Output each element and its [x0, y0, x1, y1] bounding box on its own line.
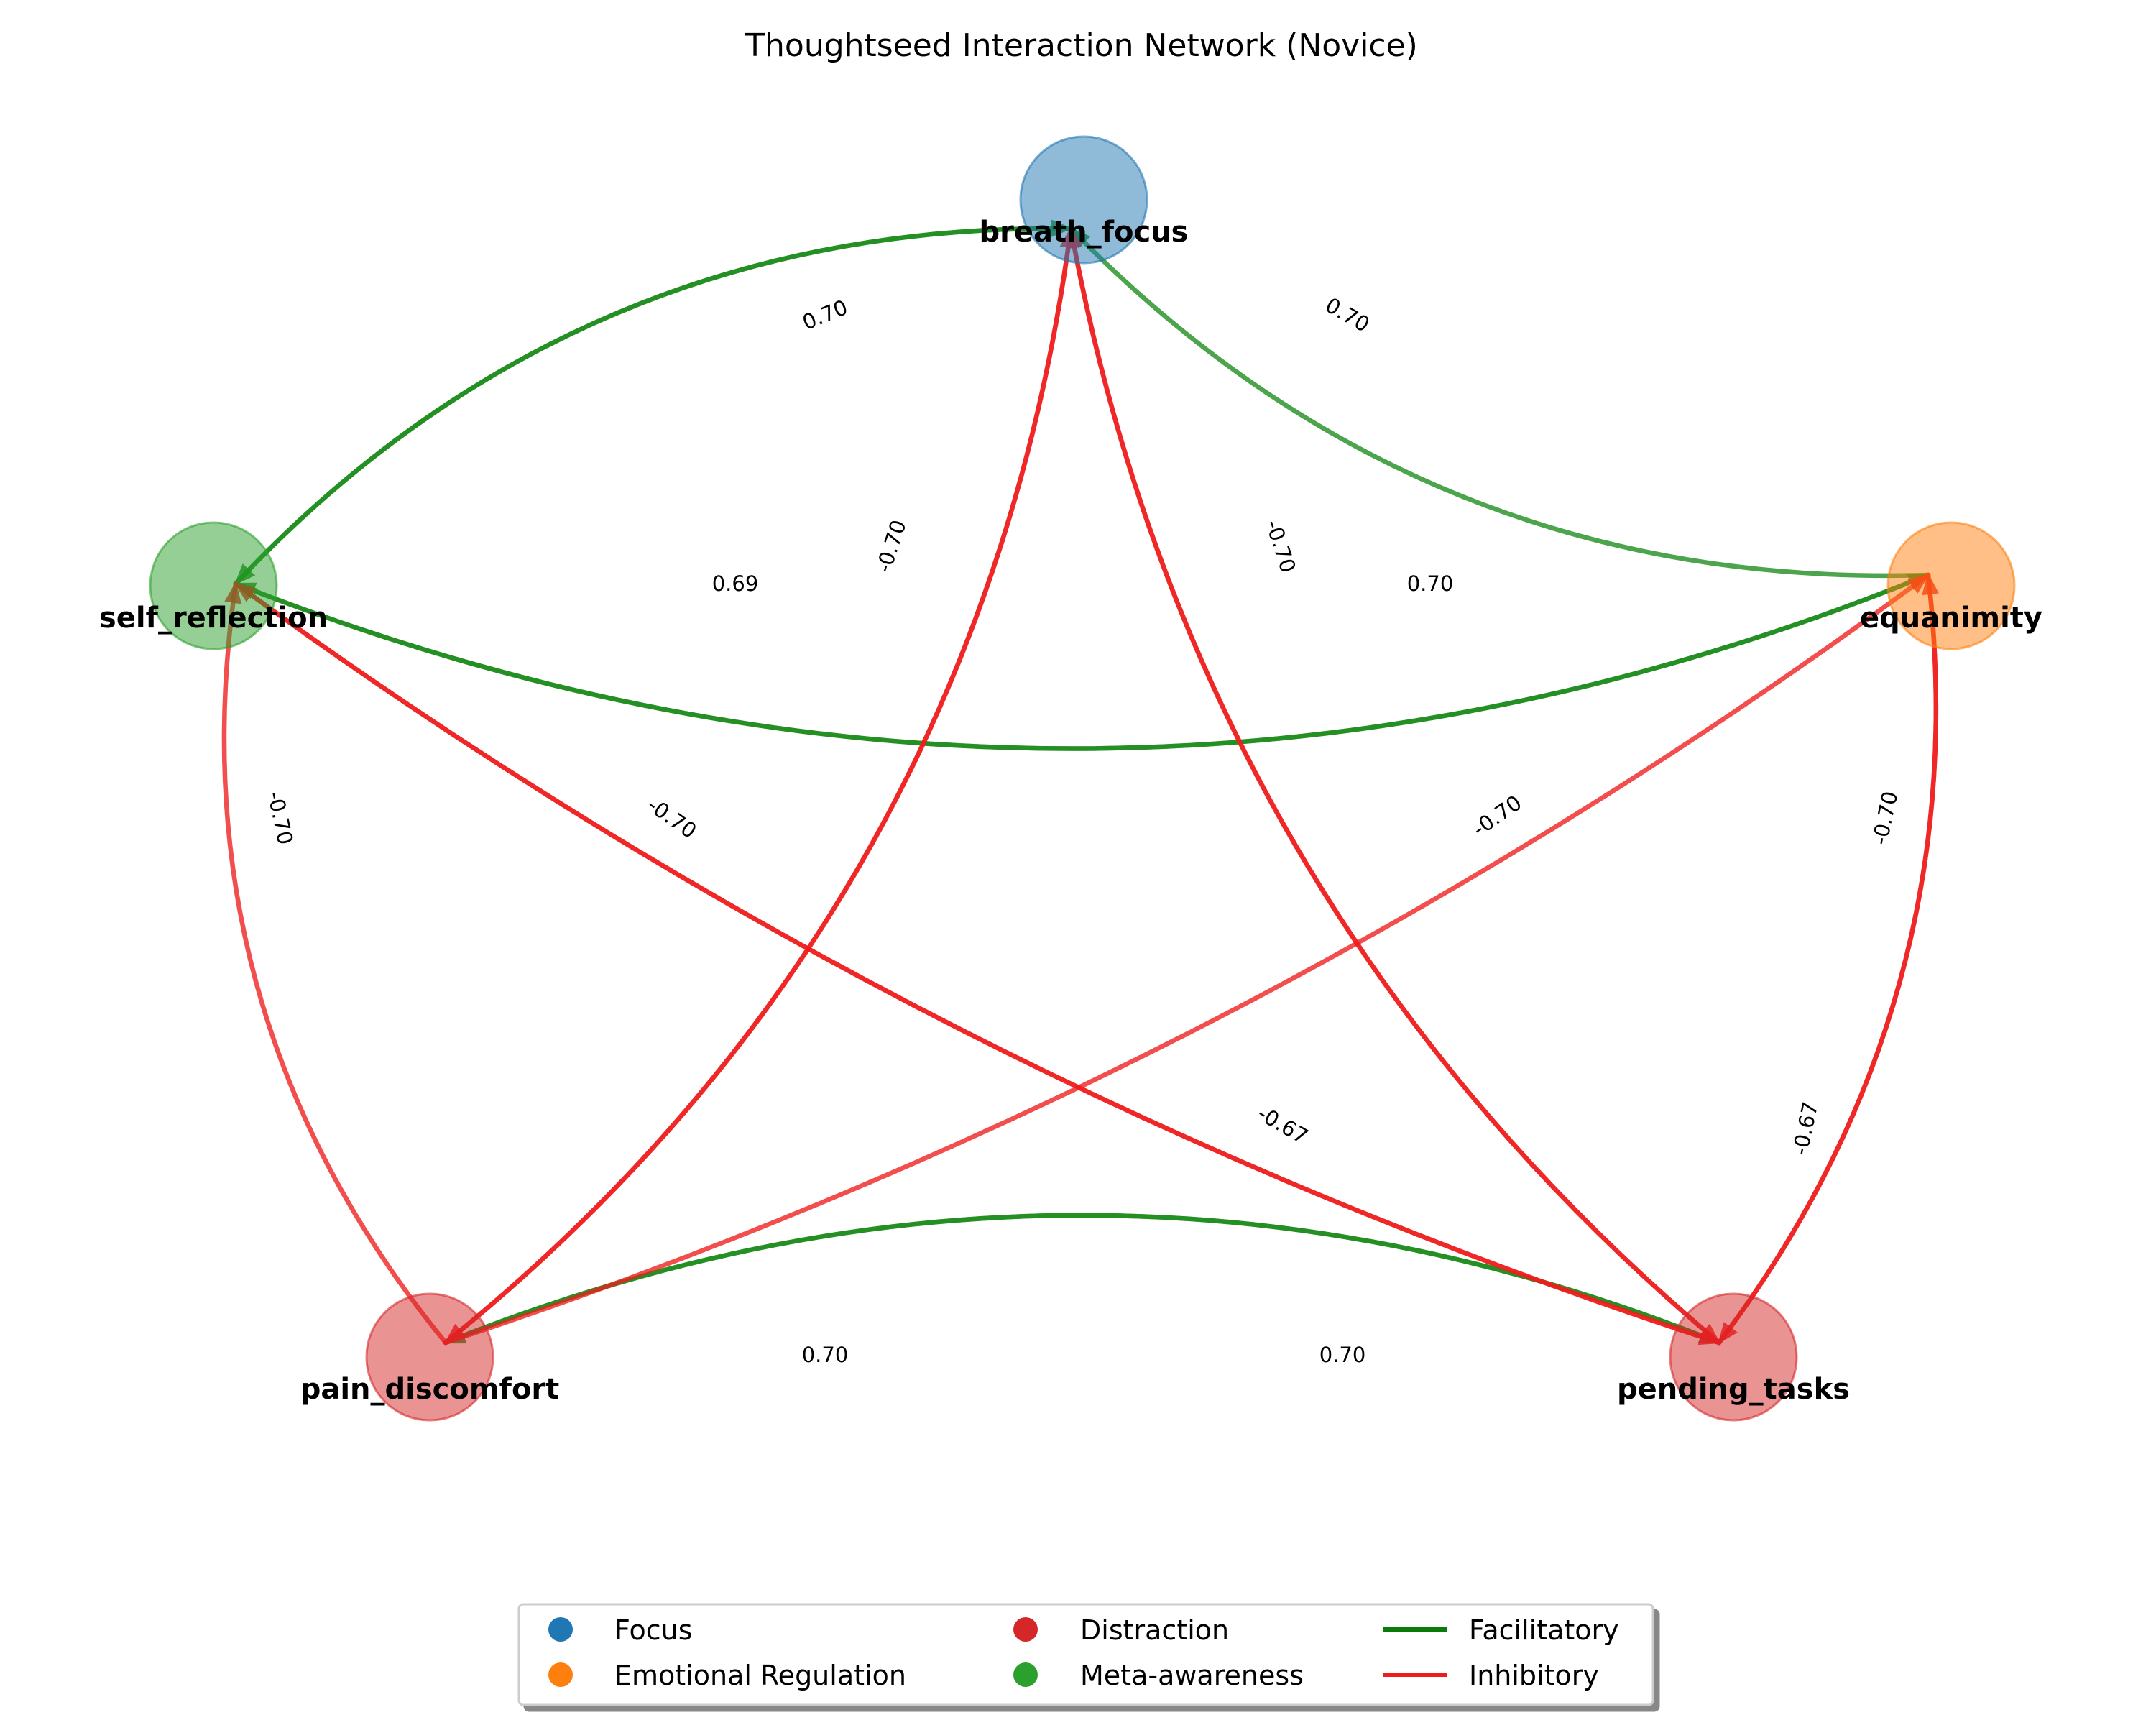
node-label-breath-focus: breath_focus: [980, 216, 1189, 249]
edge-weight-label-equanimity-to-breath_focus: 0.70: [1322, 293, 1374, 337]
legend-emotional-regulation-marker: [548, 1662, 573, 1687]
legend-focus-marker: [548, 1617, 573, 1642]
edge-breath_focus-to-pain_discomfort: [443, 226, 1074, 1346]
edge-weight-label-pain_discomfort-to-breath_focus: -0.70: [871, 517, 911, 576]
legend-meta-awareness-marker: [1013, 1662, 1038, 1687]
edge-weight-label-self_reflection-to-breath_focus: 0.70: [799, 295, 852, 335]
node-label-self-reflection: self_reflection: [99, 602, 328, 635]
legend-item-distraction: Distraction: [1013, 1614, 1229, 1646]
edge-weight-label-pending_tasks-to-breath_focus: -0.70: [1261, 517, 1301, 576]
legend-item-focus: Focus: [548, 1614, 693, 1646]
edge-breath_focus-to-self_reflection: [233, 226, 1074, 586]
edge-weight-label-equanimity-to-self_reflection: 0.70: [1407, 571, 1454, 596]
labels-layer: 0.70 0.69 0.70 0.70 0.70 0.70 -0.70 -0.70 -0.70 -…: [99, 216, 2042, 1406]
edge-self_reflection-to-breath_focus: [233, 219, 1074, 586]
edge-self_reflection-to-pending_tasks: [233, 581, 1722, 1346]
legend-item-meta-awareness: Meta-awareness: [1013, 1660, 1304, 1691]
edge-weight-label-breath_focus-to-self_reflection: 0.69: [712, 571, 759, 596]
legend-emotional-regulation-label: Emotional Regulation: [614, 1660, 906, 1691]
edge-weight-label-pain_discomfort-to-self_reflection: -0.70: [263, 789, 298, 847]
edge-weight-label-self_reflection-to-pending_tasks: -0.70: [643, 793, 701, 844]
legend-facilitatory-label: Facilitatory: [1469, 1614, 1619, 1646]
legend-item-facilitatory: Facilitatory: [1383, 1614, 1619, 1646]
legend: Focus Emotional Regulation Distraction M…: [517, 1603, 1654, 1706]
edge-pending_tasks-to-self_reflection: [233, 581, 1722, 1346]
edge-weight-label-pending_tasks-to-equanimity: -0.67: [1788, 1100, 1823, 1157]
node-pending-tasks: [1669, 1292, 1798, 1422]
edge-weight-label-pending_tasks-to-pain_discomfort: 0.70: [1319, 1343, 1366, 1367]
edge-self_reflection-to-equanimity: [233, 572, 1931, 751]
legend-focus-label: Focus: [614, 1614, 693, 1646]
edge-pending_tasks-to-equanimity: [1716, 572, 1939, 1346]
legend-item-emotional-regulation: Emotional Regulation: [548, 1660, 906, 1691]
node-self-reflection: [149, 521, 278, 650]
node-label-equanimity: equanimity: [1860, 602, 2042, 635]
legend-distraction-label: Distraction: [1080, 1614, 1229, 1646]
edge-weight-label-pain_discomfort-to-equanimity: -0.70: [1468, 791, 1526, 842]
edge-pain_discomfort-to-breath_focus: [443, 226, 1077, 1346]
edge-pain_discomfort-to-self_reflection: [221, 581, 448, 1346]
node-label-pain-discomfort: pain_discomfort: [300, 1373, 560, 1406]
node-breath-focus: [1019, 135, 1148, 264]
node-pain-discomfort: [365, 1292, 494, 1422]
edge-equanimity-to-breath_focus: [1068, 226, 1931, 579]
node-label-pending-tasks: pending_tasks: [1617, 1373, 1850, 1406]
legend-meta-awareness-label: Meta-awareness: [1080, 1660, 1304, 1691]
edge-breath_focus-to-pending_tasks: [1068, 226, 1722, 1346]
edge-weight-label-equanimity-to-pending_tasks: -0.70: [1868, 789, 1903, 847]
legend-distraction-marker: [1013, 1617, 1038, 1642]
legend-item-inhibitory: Inhibitory: [1383, 1660, 1599, 1691]
legend-frame: [517, 1603, 1654, 1706]
edge-pain_discomfort-to-equanimity: [443, 572, 1931, 1346]
nodes-layer: [149, 135, 2016, 1422]
edge-weight-label-pending_tasks-to-self_reflection: -0.67: [1253, 1101, 1312, 1149]
edge-weight-label-pain_discomfort-to-pending_tasks: 0.70: [802, 1343, 849, 1367]
legend-inhibitory-label: Inhibitory: [1469, 1660, 1599, 1691]
node-equanimity: [1886, 521, 2016, 650]
chart-title: Thoughtseed Interaction Network (Novice): [745, 27, 1418, 64]
edges-layer: [221, 219, 1939, 1346]
